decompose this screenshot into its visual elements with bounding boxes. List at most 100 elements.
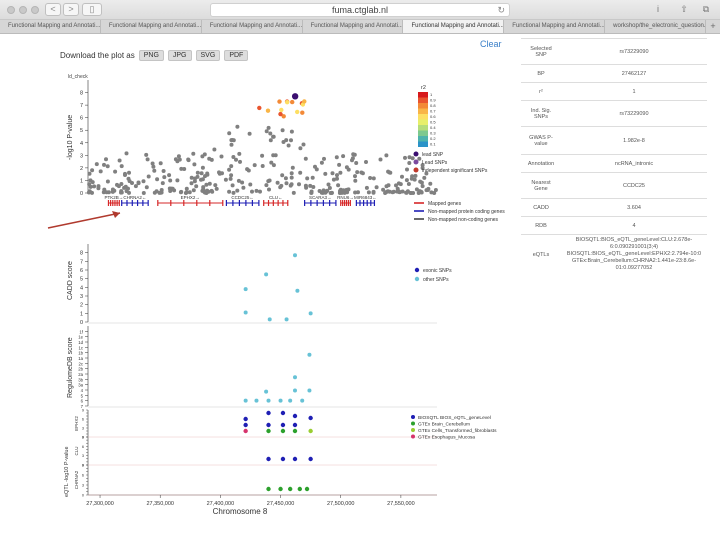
snp-point <box>92 184 97 189</box>
gene-legend-label: Non-mapped non-coding genes <box>428 217 499 223</box>
sidebar-icon[interactable]: ▯ <box>82 3 102 16</box>
snp-point <box>235 124 240 129</box>
table-row: RDB 4 <box>521 216 707 235</box>
legend-label: independent significant SNPs <box>422 168 488 174</box>
rdb-point <box>292 388 297 393</box>
snp-point <box>258 189 262 194</box>
y-axis-label: RegulomeDB score <box>67 337 74 398</box>
eqtl-point <box>304 486 310 492</box>
tab[interactable]: workshop/the_electronic_question... <box>605 20 707 33</box>
back-icon[interactable]: < <box>45 3 61 16</box>
tab[interactable]: Functional Mapping and Annotati... <box>303 20 404 33</box>
forward-icon[interactable]: > <box>63 3 79 16</box>
snp-point <box>286 143 291 148</box>
gene-exon <box>345 200 348 206</box>
new-tab-icon[interactable]: + <box>710 21 716 31</box>
y-tick-label: 9 <box>82 409 84 413</box>
snp-point <box>229 173 234 178</box>
eqtl-point <box>292 422 298 428</box>
snp-point <box>406 182 411 186</box>
snp-point <box>191 188 196 193</box>
snp-point <box>98 169 103 174</box>
legend-marker <box>411 415 415 419</box>
snp-point <box>119 164 124 169</box>
x-tick-label: 27,300,000 <box>86 501 114 507</box>
download-label: Download the plot as <box>60 50 135 60</box>
row-value: BIOSQTL:BIOS_eQTL_geneLevel:CLU:2.678e-6… <box>561 234 707 274</box>
gene-exon <box>370 200 372 206</box>
tab[interactable]: Functional Mapping and Annotati... <box>0 20 101 33</box>
snp-point <box>278 185 283 190</box>
y-tick-label: 8 <box>80 91 83 97</box>
snp-point <box>298 146 303 151</box>
snp-point <box>88 184 93 189</box>
reload-icon[interactable]: ↻ <box>497 5 505 15</box>
gene-exon <box>118 200 120 206</box>
gene-exon <box>349 200 351 206</box>
eqtl-point <box>308 456 313 462</box>
y-tick-label: 9 <box>82 436 84 440</box>
close-window-icon[interactable] <box>7 6 15 14</box>
snp-point <box>248 182 253 187</box>
snp-point <box>309 189 314 194</box>
download-png-button[interactable]: PNG <box>138 49 164 61</box>
y-axis-label: CADD score <box>67 261 74 300</box>
download-svg-button[interactable]: SVG <box>195 49 221 61</box>
snp-point <box>322 156 326 161</box>
clear-button[interactable]: Clear <box>480 39 502 49</box>
y-axis-label: eQTL -log10 P-value <box>64 446 70 497</box>
snp-point <box>184 186 189 191</box>
legend-label: lead SNP <box>422 152 444 158</box>
minimize-window-icon[interactable] <box>19 6 27 14</box>
snp-point <box>238 159 242 164</box>
gene-exon <box>112 200 114 206</box>
y-tick-label: 6 <box>82 418 84 422</box>
download-jpg-button[interactable]: JPG <box>167 49 192 61</box>
table-row: GWAS P-value 1.982e-8 <box>521 126 707 155</box>
snp-point <box>241 185 246 190</box>
table-row: Nearest Gene CCDC25 <box>521 172 707 199</box>
snp-point <box>200 154 205 159</box>
snp-point <box>200 177 205 182</box>
legend-marker <box>411 428 415 432</box>
address-bar[interactable]: fuma.ctglab.nl ↻ <box>210 3 510 17</box>
snp-point <box>182 167 187 171</box>
snp-point <box>384 153 389 158</box>
y-tick-label: 2b <box>78 367 83 372</box>
snp-point <box>384 184 389 189</box>
gene-legend-label: Mapped genes <box>428 201 462 207</box>
tab[interactable]: Functional Mapping and Annotati... <box>504 20 606 33</box>
snp-point <box>220 171 224 176</box>
y-tick-label: 6 <box>80 268 83 274</box>
snp-point <box>160 181 165 186</box>
snp-point <box>191 151 196 156</box>
download-pdf-button[interactable]: PDF <box>224 49 249 61</box>
snp-point <box>229 142 234 147</box>
snp-point <box>420 163 425 168</box>
tabs-overview-icon[interactable]: ⧉ <box>702 4 710 14</box>
colorbar-swatch <box>418 114 428 120</box>
snp-point <box>161 169 166 173</box>
snp-point <box>119 189 124 194</box>
tab-active[interactable]: Functional Mapping and Annotati... <box>403 20 505 33</box>
share-icon[interactable]: ⇧ <box>680 4 688 14</box>
gene-exon <box>267 200 270 206</box>
y-tick-label: 6 <box>82 474 84 478</box>
x-tick-label: 27,500,000 <box>327 501 355 507</box>
zoom-window-icon[interactable] <box>31 6 39 14</box>
y-tick-label: 2 <box>80 303 83 309</box>
info-icon[interactable]: i <box>657 4 659 14</box>
cadd-point <box>308 311 313 316</box>
snp-point <box>353 190 358 195</box>
snp-point <box>291 190 296 195</box>
snp-point <box>428 181 433 186</box>
snp-point <box>400 189 405 194</box>
tab-bar: Functional Mapping and Annotati... Funct… <box>0 20 720 34</box>
snp-point <box>144 185 149 190</box>
cadd-point <box>243 310 248 315</box>
tab[interactable]: Functional Mapping and Annotati... <box>101 20 202 33</box>
y-tick-label: 3 <box>80 153 83 159</box>
ld-snp-point <box>302 99 307 104</box>
url-text: fuma.ctglab.nl <box>331 5 389 15</box>
tab[interactable]: Functional Mapping and Annotati... <box>202 20 303 33</box>
